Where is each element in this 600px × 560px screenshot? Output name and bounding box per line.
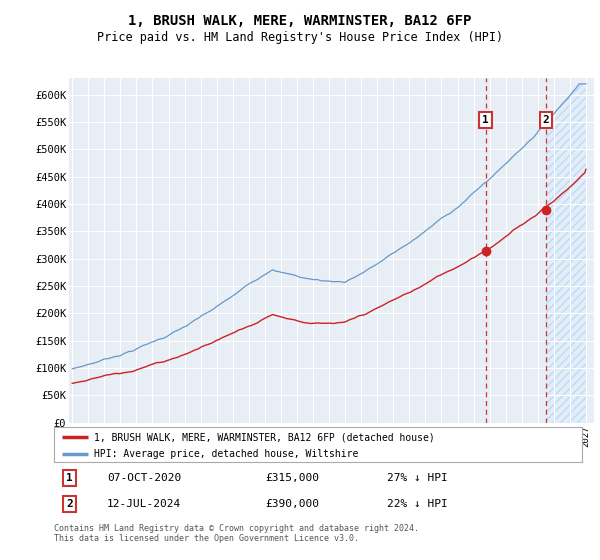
- Text: 1, BRUSH WALK, MERE, WARMINSTER, BA12 6FP (detached house): 1, BRUSH WALK, MERE, WARMINSTER, BA12 6F…: [94, 432, 434, 442]
- Text: 2: 2: [67, 499, 73, 509]
- Text: 27% ↓ HPI: 27% ↓ HPI: [386, 473, 448, 483]
- Text: 2: 2: [542, 115, 549, 125]
- Text: HPI: Average price, detached house, Wiltshire: HPI: Average price, detached house, Wilt…: [94, 449, 358, 459]
- Text: 1: 1: [67, 473, 73, 483]
- Text: £315,000: £315,000: [265, 473, 319, 483]
- Text: £390,000: £390,000: [265, 499, 319, 509]
- Text: 1, BRUSH WALK, MERE, WARMINSTER, BA12 6FP: 1, BRUSH WALK, MERE, WARMINSTER, BA12 6F…: [128, 14, 472, 28]
- Text: 12-JUL-2024: 12-JUL-2024: [107, 499, 181, 509]
- Text: Price paid vs. HM Land Registry's House Price Index (HPI): Price paid vs. HM Land Registry's House …: [97, 31, 503, 44]
- Text: Contains HM Land Registry data © Crown copyright and database right 2024.
This d: Contains HM Land Registry data © Crown c…: [54, 524, 419, 543]
- Text: 22% ↓ HPI: 22% ↓ HPI: [386, 499, 448, 509]
- Text: 07-OCT-2020: 07-OCT-2020: [107, 473, 181, 483]
- Text: 1: 1: [482, 115, 489, 125]
